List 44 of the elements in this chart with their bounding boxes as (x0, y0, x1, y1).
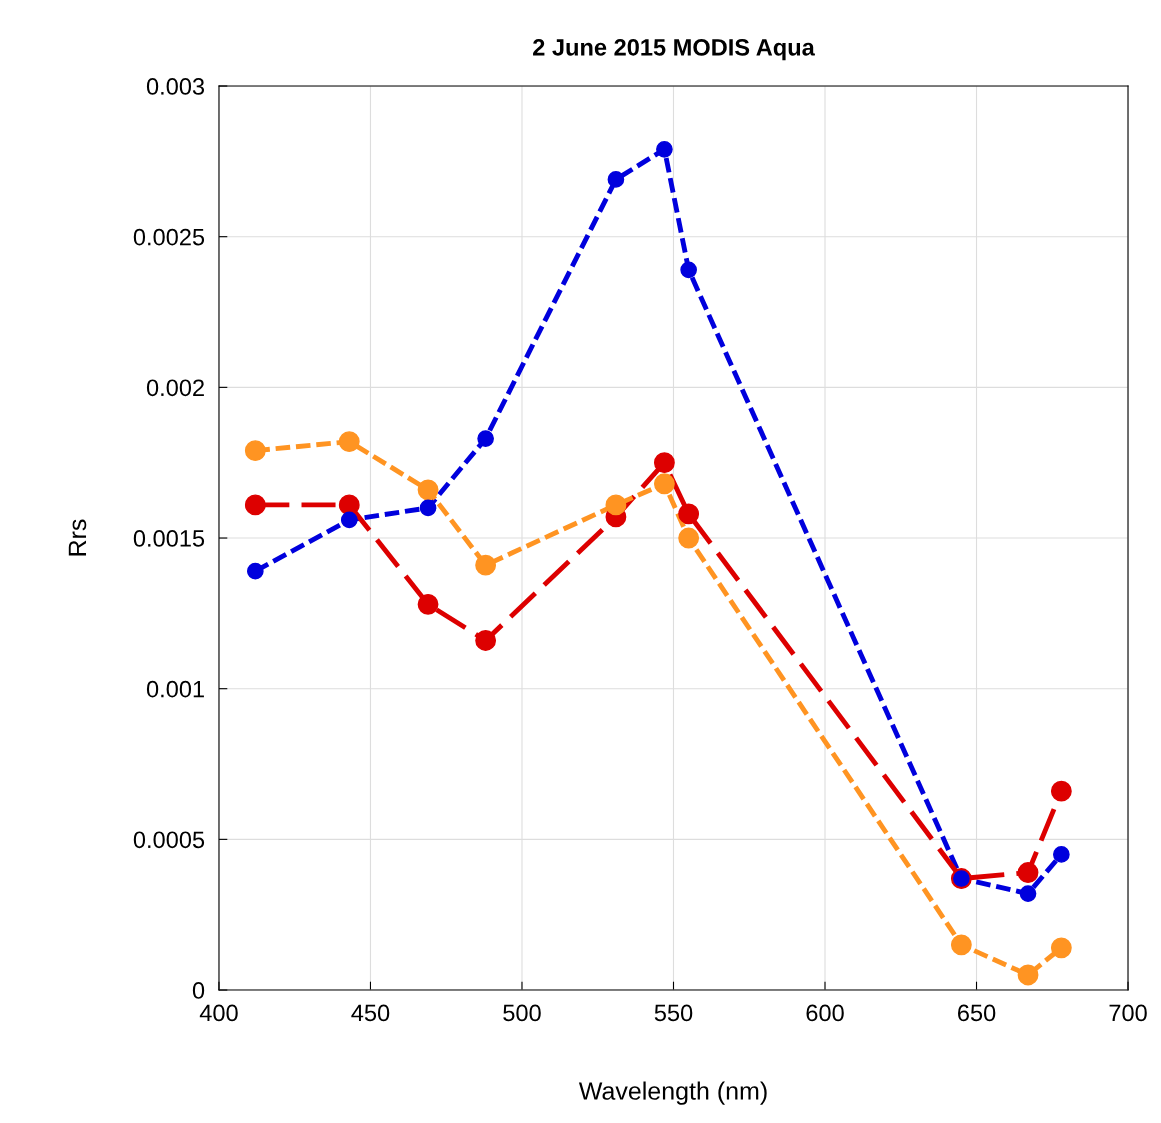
point (678, 503, 700, 525)
point (244, 440, 266, 462)
y-tick-label: 0.003 (146, 78, 205, 95)
x-tick-label: 600 (806, 1004, 844, 1022)
point (1019, 885, 1037, 902)
point (1053, 846, 1070, 863)
chart-title: 2 June 2015 MODIS Aqua (533, 38, 815, 61)
y-tick-label: 0.0005 (133, 831, 205, 849)
point (340, 511, 358, 529)
point (1017, 862, 1039, 883)
point (417, 593, 439, 615)
point (475, 630, 497, 651)
y-tick-label: 0.001 (146, 680, 204, 698)
point (477, 430, 494, 447)
x-tick-label: 450 (351, 1004, 390, 1022)
y-tick-label: 0.0015 (133, 530, 205, 547)
point (417, 479, 439, 501)
x-tick-label: 550 (654, 1004, 693, 1022)
y-tick-label: 0.002 (146, 379, 204, 397)
point (244, 494, 266, 516)
y-axis-title: Rrs (68, 519, 87, 556)
point (1050, 937, 1072, 959)
point (1050, 780, 1072, 802)
point (605, 494, 627, 516)
point (1017, 964, 1039, 986)
point (656, 140, 673, 158)
point (653, 452, 675, 474)
y-tick-label: 0.0025 (133, 228, 205, 246)
point (338, 431, 360, 453)
x-tick-label: 400 (199, 1004, 238, 1022)
point (607, 171, 625, 188)
point (680, 261, 697, 279)
x-tick-label: 650 (958, 1004, 996, 1022)
point (678, 527, 700, 549)
x-tick-label: 500 (503, 1004, 541, 1022)
point (653, 473, 675, 495)
y-tick-label: 0 (192, 982, 205, 999)
point (419, 499, 437, 517)
point (246, 562, 264, 580)
point (338, 494, 360, 516)
x-tick-label: 700 (1109, 1004, 1147, 1022)
x-axis-title: Wavelength (nm) (578, 1081, 767, 1105)
point (475, 554, 497, 576)
point (950, 934, 972, 956)
